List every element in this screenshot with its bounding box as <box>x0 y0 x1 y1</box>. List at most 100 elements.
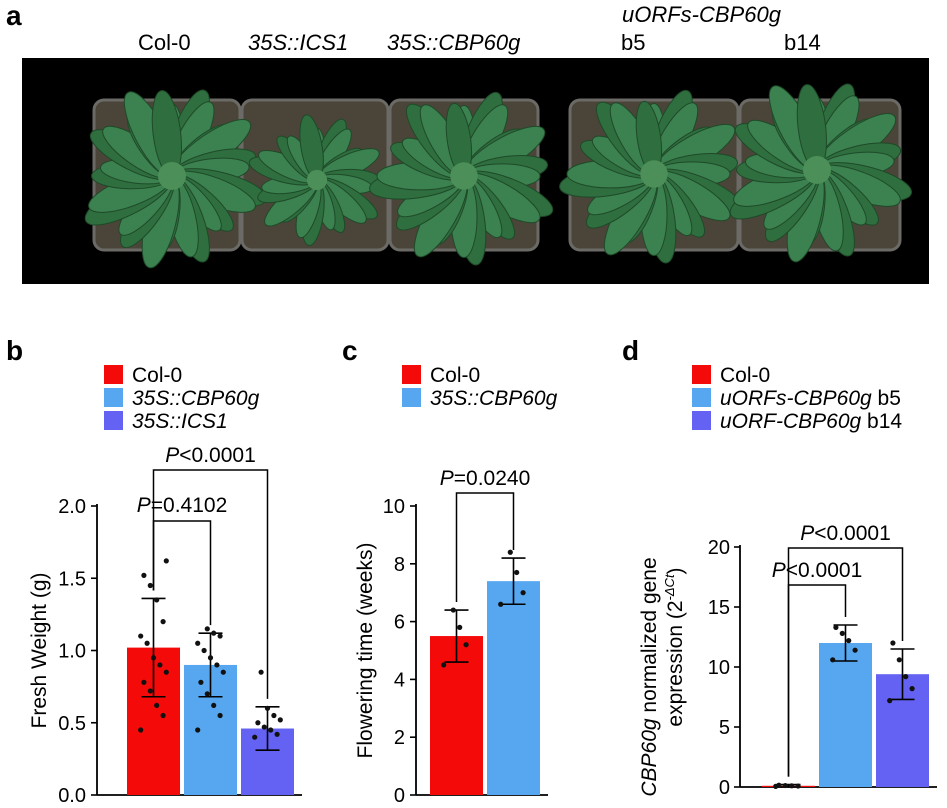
data-point <box>147 688 153 694</box>
legend-label: uORFs-CBP60g b5 <box>720 387 901 410</box>
data-point <box>163 558 169 564</box>
significance-bracket <box>152 469 269 699</box>
legend-label: uORF-CBP60g b14 <box>720 410 902 433</box>
data-point <box>154 702 160 709</box>
bar <box>819 643 872 787</box>
legend-swatch <box>692 365 711 384</box>
legend-swatch <box>402 388 421 407</box>
data-point <box>141 572 147 578</box>
data-point <box>507 549 513 555</box>
y-tick-label: 0.5 <box>58 713 86 735</box>
data-point <box>207 655 214 661</box>
y-tick-label: 0 <box>719 777 730 799</box>
panel-a-letter: a <box>6 0 22 31</box>
data-point <box>896 657 902 663</box>
data-point <box>271 712 277 719</box>
data-point <box>195 640 201 646</box>
legend-label: 35S::CBP60g <box>132 387 260 410</box>
legend-swatch <box>402 365 421 384</box>
data-point <box>463 642 469 648</box>
y-tick-label: 10 <box>708 657 730 679</box>
data-point <box>833 624 839 630</box>
y-tick-label: 15 <box>708 597 730 619</box>
label-b5: b5 <box>621 30 646 55</box>
data-point <box>789 783 795 789</box>
data-point <box>520 590 526 596</box>
legend-label: Col-0 <box>720 364 770 387</box>
legend-swatch <box>692 388 711 407</box>
y-tick-label: 8 <box>394 554 405 576</box>
label-col0: Col-0 <box>138 30 191 55</box>
legend-swatch <box>692 411 711 430</box>
legend-swatch <box>104 388 123 407</box>
rosette-center <box>450 162 478 190</box>
p-value-label: P<0.0001 <box>772 559 863 582</box>
plant-photo <box>22 58 929 284</box>
data-point <box>138 633 144 639</box>
y-tick-label: 0.0 <box>58 785 86 807</box>
y-tick-label: 0 <box>394 785 405 807</box>
panel-b-letter: b <box>6 335 24 366</box>
p-value-label: P<0.0001 <box>165 444 256 467</box>
data-point <box>154 597 160 603</box>
p-value-label: P<0.0001 <box>800 522 891 545</box>
p-value-label: P=0.0240 <box>440 467 531 490</box>
rosette-center <box>158 162 186 190</box>
y-tick-label: 2.0 <box>58 496 86 518</box>
data-point <box>204 691 210 697</box>
data-point <box>160 712 166 719</box>
data-point <box>214 662 220 668</box>
data-point <box>277 717 283 723</box>
data-point <box>268 727 274 733</box>
plant-rosettes <box>84 83 912 269</box>
data-point <box>782 782 788 789</box>
y-tick-label: 6 <box>394 612 405 634</box>
data-point <box>852 647 858 653</box>
y-tick-label: 1.0 <box>58 641 86 663</box>
label-uorfs: uORFs-CBP60g <box>622 2 781 27</box>
data-point <box>514 569 520 576</box>
label-ics1: 35S::ICS1 <box>248 30 349 55</box>
y-tick-label: 20 <box>708 537 730 559</box>
data-point <box>150 655 157 661</box>
legend-swatch <box>104 411 123 430</box>
panel-d-letter: d <box>622 335 640 366</box>
data-point <box>450 607 456 613</box>
label-b14: b14 <box>784 30 821 55</box>
data-point <box>217 712 223 719</box>
y-tick-label: 10 <box>383 496 405 518</box>
y-tick-label: 5 <box>719 717 730 739</box>
legend-label: 35S::CBP60g <box>430 387 558 410</box>
data-point <box>163 669 169 675</box>
data-point <box>141 679 147 685</box>
data-point <box>147 582 153 589</box>
y-axis-label: Fresh Weight (g) <box>28 573 51 729</box>
panel-c-letter: c <box>342 335 358 366</box>
data-point <box>274 731 280 737</box>
data-point <box>217 633 223 639</box>
data-point <box>255 720 261 726</box>
data-point <box>220 669 226 675</box>
data-point <box>264 705 271 711</box>
data-point <box>201 647 207 654</box>
legend-label: Col-0 <box>132 364 182 387</box>
significance-bracket <box>787 547 904 777</box>
data-point <box>138 727 144 733</box>
data-point <box>776 782 782 788</box>
data-point <box>887 698 893 704</box>
data-point <box>258 669 264 675</box>
rosette-center <box>306 169 328 191</box>
y-axis-label-line1: CBP60g normalized gene <box>638 557 661 796</box>
y-tick-label: 2 <box>394 727 405 749</box>
data-point <box>204 626 210 632</box>
y-tick-label: 1.5 <box>58 568 86 590</box>
data-point <box>261 724 267 730</box>
bar <box>487 581 540 795</box>
data-point <box>144 640 150 646</box>
y-axis-label: Flowering time (weeks) <box>354 543 377 759</box>
legend-swatch <box>104 365 123 384</box>
label-cbp60g: 35S::CBP60g <box>387 30 521 55</box>
